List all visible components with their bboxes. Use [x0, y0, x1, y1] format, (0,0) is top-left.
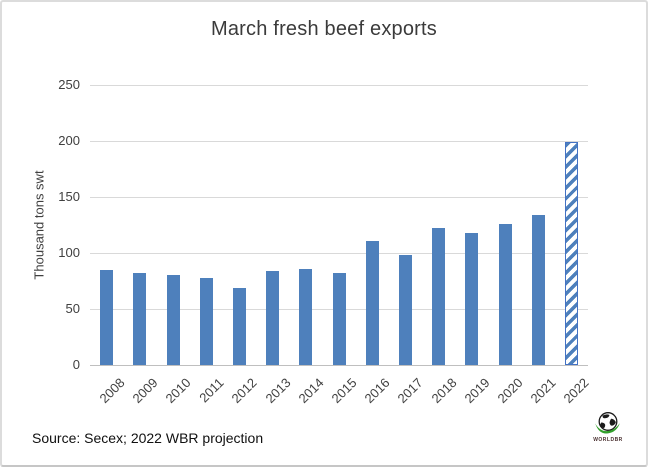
- y-tick-200: 200: [58, 133, 80, 148]
- source-note: Source: Secex; 2022 WBR projection: [32, 430, 264, 446]
- bar-2008: [100, 269, 114, 365]
- y-tick-100: 100: [58, 245, 80, 260]
- gridline-200: [90, 141, 588, 142]
- y-tick-150: 150: [58, 189, 80, 204]
- worldbr-logo: WORLDBR: [585, 411, 631, 443]
- bar-2021: [531, 214, 545, 365]
- y-tick-250: 250: [58, 77, 80, 92]
- bar-2014: [299, 268, 313, 365]
- gridline-250: [90, 85, 588, 86]
- chart-title: March fresh beef exports: [210, 18, 437, 40]
- bar-2012: [232, 287, 246, 365]
- bar-2009: [133, 273, 147, 365]
- y-axis-title: Thousand tons swt: [31, 170, 47, 280]
- bar-2011: [199, 277, 213, 365]
- bar-2017: [398, 255, 412, 365]
- bar-2013: [266, 270, 280, 365]
- bar-2010: [166, 275, 180, 365]
- bar-2016: [365, 240, 379, 365]
- y-tick-50: 50: [65, 301, 80, 316]
- y-tick-0: 0: [72, 357, 80, 372]
- logo-text: WORLDBR: [593, 437, 623, 443]
- bar-2015: [332, 273, 346, 365]
- gridline-100: [90, 253, 588, 254]
- bar-2022: [564, 142, 578, 365]
- bar-2019: [465, 232, 479, 365]
- bar-2020: [498, 223, 512, 365]
- bar-2018: [432, 228, 446, 365]
- globe-icon: [593, 412, 623, 441]
- gridline-150: [90, 197, 588, 198]
- gridline-0: [90, 365, 588, 366]
